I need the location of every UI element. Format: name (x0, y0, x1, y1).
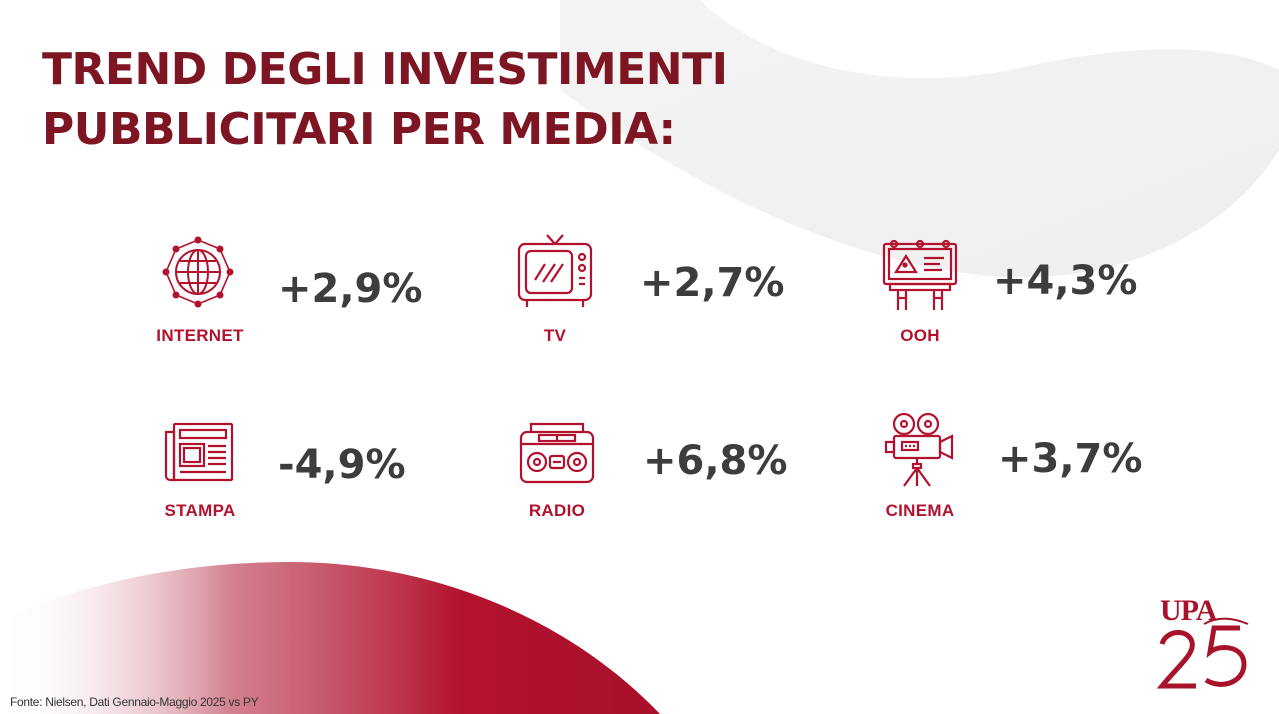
media-item-stampa: STAMPA -4,9% (130, 408, 490, 538)
tv-icon (515, 232, 595, 312)
media-item-internet: INTERNET +2,9% (130, 232, 490, 362)
media-label-internet: INTERNET (156, 326, 244, 345)
media-label-ooh: OOH (900, 326, 940, 345)
media-value-stampa: -4,9% (278, 442, 406, 488)
media-value-cinema: +3,7% (998, 436, 1143, 482)
title-line-2: PUBBLICITARI PER MEDIA: (42, 104, 676, 155)
red-wave (0, 562, 660, 714)
billboard-icon (880, 234, 960, 314)
radio-icon (517, 414, 597, 494)
film-camera-icon (882, 410, 962, 490)
media-item-cinema: CINEMA +3,7% (850, 408, 1210, 538)
media-value-internet: +2,9% (278, 266, 423, 312)
media-item-radio: RADIO +6,8% (485, 408, 845, 538)
logo-25-mark (1156, 617, 1249, 689)
page-title: TREND DEGLI INVESTIMENTI PUBBLICITARI PE… (42, 40, 728, 160)
upa-logo: UPA (1148, 594, 1252, 694)
media-value-radio: +6,8% (643, 438, 788, 484)
media-item-ooh: OOH +4,3% (850, 232, 1210, 362)
title-line-1: TREND DEGLI INVESTIMENTI (42, 44, 728, 95)
media-label-cinema: CINEMA (885, 501, 955, 520)
media-value-ooh: +4,3% (993, 258, 1138, 304)
media-value-tv: +2,7% (640, 260, 785, 306)
media-label-radio: RADIO (528, 501, 586, 520)
media-label-stampa: STAMPA (164, 501, 236, 520)
media-label-tv: TV (543, 326, 567, 345)
newspaper-icon (160, 414, 240, 494)
source-note: Fonte: Nielsen, Dati Gennaio-Maggio 2025… (10, 695, 259, 709)
grey-swoosh (560, 0, 1279, 278)
globe-icon (158, 234, 238, 314)
media-item-tv: TV +2,7% (485, 232, 845, 362)
